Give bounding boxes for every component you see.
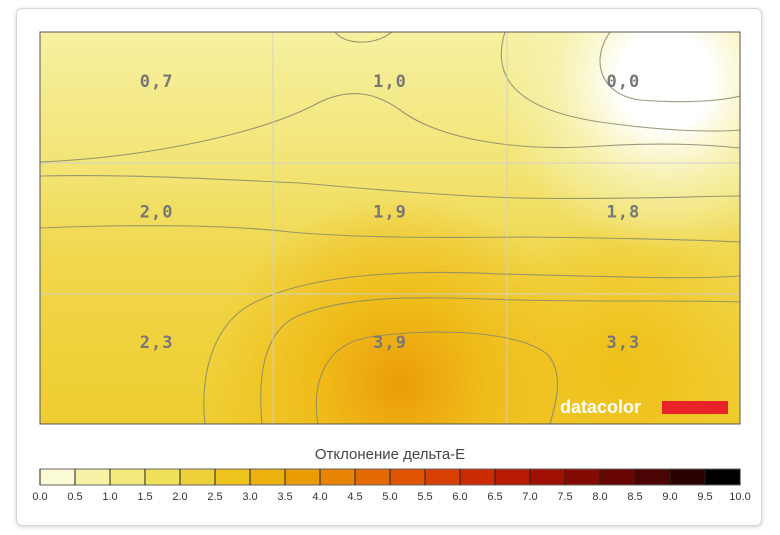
cell-value-r0-c0: 0,7 — [140, 72, 174, 92]
legend-swatch — [145, 469, 181, 485]
legend-tick-label: 2.0 — [172, 491, 187, 503]
legend-ticks: 0.0 0.5 1.0 1.5 2.0 2.5 3.0 3.5 4.0 4.5 5.0 5.5 6.0 6… — [32, 469, 751, 503]
legend-swatch — [705, 469, 741, 485]
contour-line — [599, 32, 740, 103]
legend-tick-label: 6.5 — [487, 491, 502, 503]
legend-swatch — [670, 469, 706, 485]
cell-value-r0-c2: 0,0 — [606, 72, 640, 92]
legend-tick-label: 7.0 — [522, 491, 537, 503]
legend-swatch — [565, 469, 601, 485]
legend-swatch — [460, 469, 496, 485]
cell-value-r2-c2: 3,3 — [606, 333, 640, 353]
cell-value-r1-c1: 1,9 — [373, 203, 407, 223]
contour-line — [334, 32, 393, 43]
legend-swatch — [495, 469, 531, 485]
legend-swatch — [180, 469, 216, 485]
legend-tick-label: 6.0 — [452, 491, 467, 503]
contour-line — [40, 225, 740, 243]
contour-line — [315, 331, 559, 424]
cell-value-labels: 0,7 1,0 0,0 2,0 1,9 1,8 2,3 3,9 3,3 — [140, 72, 640, 353]
legend-swatch — [285, 469, 321, 485]
legend-swatch — [425, 469, 461, 485]
contour-lines — [40, 32, 740, 424]
brand-bar — [662, 401, 728, 414]
legend-tick-label: 1.5 — [137, 491, 152, 503]
legend-tick-label: 9.5 — [697, 491, 712, 503]
contour-line — [203, 271, 740, 424]
contour-line — [500, 32, 740, 132]
heatmap-plot-area: 0,7 1,0 0,0 2,0 1,9 1,8 2,3 3,9 3,3 datacolor — [40, 32, 740, 424]
cell-value-r0-c1: 1,0 — [373, 72, 407, 92]
brand-text: datacolor — [560, 397, 641, 417]
legend-swatch — [390, 469, 426, 485]
legend-tick-label: 3.0 — [242, 491, 257, 503]
cell-value-r1-c2: 1,8 — [606, 203, 640, 223]
legend-swatch — [600, 469, 636, 485]
legend-tick-label: 0.5 — [67, 491, 82, 503]
contour-line — [40, 175, 740, 200]
legend-tick-label: 5.5 — [417, 491, 432, 503]
legend-tick-label: 4.5 — [347, 491, 362, 503]
legend-swatch — [215, 469, 251, 485]
legend-swatch — [635, 469, 671, 485]
legend-swatch — [40, 469, 76, 485]
legend-tick-label: 0.0 — [32, 491, 47, 503]
legend-tick-label: 4.0 — [312, 491, 327, 503]
legend-swatch — [320, 469, 356, 485]
legend-swatch — [110, 469, 146, 485]
legend-tick-label: 2.5 — [207, 491, 222, 503]
legend-title: Отклонение дельта-E — [315, 446, 465, 463]
legend-tick-label: 8.0 — [592, 491, 607, 503]
cell-value-r2-c1: 3,9 — [373, 333, 407, 353]
cool-gradient-top-right — [40, 32, 740, 424]
cell-value-r1-c0: 2,0 — [140, 203, 174, 223]
legend-tick-label: 1.0 — [102, 491, 117, 503]
legend-tick-label: 5.0 — [382, 491, 397, 503]
legend-tick-label: 10.0 — [729, 491, 750, 503]
plot-border — [39, 31, 741, 425]
legend-swatch — [530, 469, 566, 485]
contour-line — [260, 297, 740, 424]
contour-line — [40, 93, 740, 163]
datacolor-logo: datacolor — [560, 397, 728, 417]
legend-swatch — [75, 469, 111, 485]
grid-lines — [40, 32, 740, 424]
legend-tick-label: 9.0 — [662, 491, 677, 503]
legend-tick-label: 8.5 — [627, 491, 642, 503]
legend-tick-label: 7.5 — [557, 491, 572, 503]
legend-swatch — [355, 469, 391, 485]
legend-tick-label: 3.5 — [277, 491, 292, 503]
cell-value-r2-c0: 2,3 — [140, 333, 174, 353]
legend-swatch — [250, 469, 286, 485]
